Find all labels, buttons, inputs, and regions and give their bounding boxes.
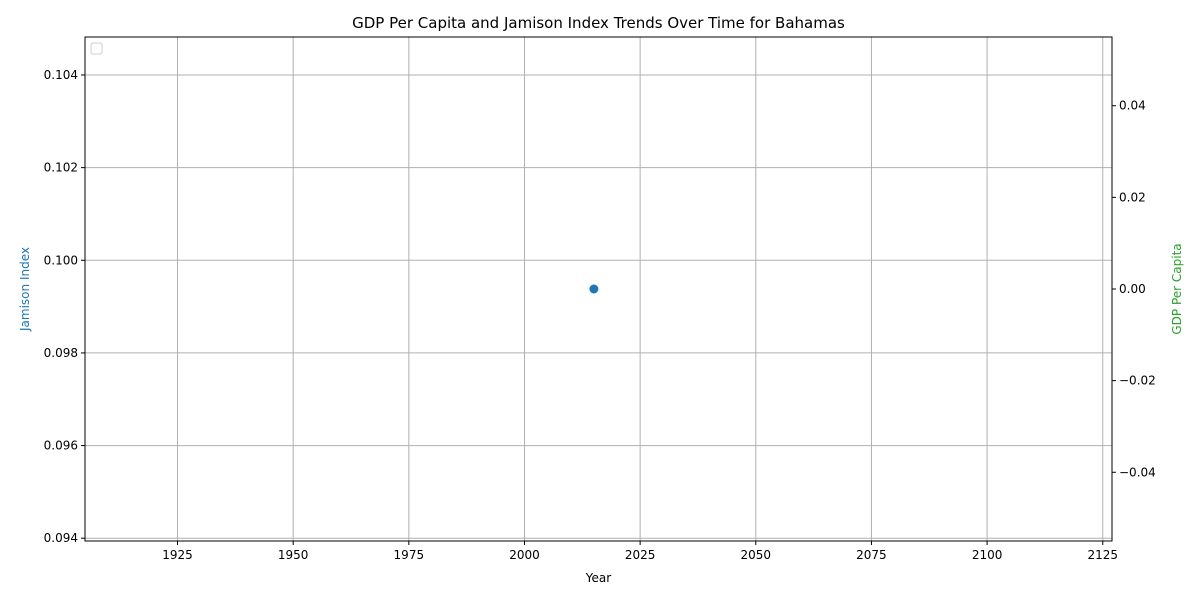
x-tick-label: 1925	[162, 548, 193, 562]
x-tick-label: 2100	[972, 548, 1003, 562]
x-tick-label: 1950	[278, 548, 309, 562]
x-tick-label: 1975	[394, 548, 425, 562]
chart-title: GDP Per Capita and Jamison Index Trends …	[352, 14, 845, 32]
y-right-tick-label: −0.02	[1119, 374, 1156, 388]
y-left-tick-label: 0.104	[44, 68, 78, 82]
x-tick-label: 2125	[1087, 548, 1118, 562]
y-left-tick-label: 0.094	[44, 531, 78, 545]
y-left-tick-label: 0.096	[44, 439, 78, 453]
y-left-tick-label: 0.100	[44, 253, 78, 267]
y-left-axis-title: Jamison Index	[18, 247, 32, 332]
data-point	[589, 284, 599, 294]
y-right-tick-label: −0.04	[1119, 465, 1156, 479]
y-right-tick-label: 0.04	[1119, 99, 1146, 113]
legend-box	[90, 42, 103, 55]
y-right-tick-label: 0.00	[1119, 282, 1146, 296]
x-tick-label: 2025	[625, 548, 656, 562]
grid	[85, 37, 1112, 541]
ticks: 1925 1950 1975 2000 2025 2050 2075 2100 2125 0.09…	[44, 68, 1156, 562]
data-points	[589, 284, 599, 294]
y-left-tick-label: 0.098	[44, 346, 78, 360]
x-axis-title: Year	[585, 571, 611, 585]
y-right-axis-title: GDP Per Capita	[1170, 243, 1184, 334]
x-tick-label: 2075	[856, 548, 887, 562]
x-tick-label: 2050	[741, 548, 772, 562]
x-tick-label: 2000	[509, 548, 540, 562]
y-left-tick-label: 0.102	[44, 161, 78, 175]
y-right-tick-label: 0.02	[1119, 190, 1146, 204]
